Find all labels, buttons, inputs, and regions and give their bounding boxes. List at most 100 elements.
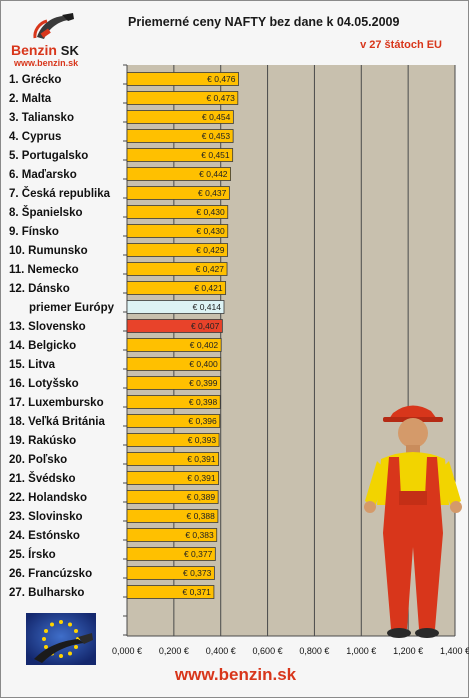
bar <box>126 357 222 371</box>
value-label: € 0,451 <box>201 150 230 160</box>
bar <box>126 471 220 485</box>
x-tick-label: 1,400 € <box>440 646 469 656</box>
bar <box>126 585 215 599</box>
value-label: € 0,473 <box>206 93 235 103</box>
category-label: 13. Slovensko <box>9 321 86 333</box>
bar <box>126 300 225 314</box>
bar <box>126 186 230 200</box>
bar <box>126 433 220 447</box>
value-label: € 0,454 <box>202 112 231 122</box>
value-label: € 0,430 <box>196 207 225 217</box>
value-label: € 0,427 <box>196 264 225 274</box>
value-label: € 0,414 <box>193 302 222 312</box>
category-label: 18. Veľká Británia <box>9 416 105 428</box>
category-label: 22. Holandsko <box>9 492 87 504</box>
category-label: 16. Lotyšsko <box>9 378 79 390</box>
value-label: € 0,391 <box>187 473 216 483</box>
bar <box>126 414 221 428</box>
category-label: 2. Malta <box>9 93 52 105</box>
bar <box>126 490 219 504</box>
category-label: 6. Maďarsko <box>9 169 77 181</box>
category-labels: 1. Grécko 2. Malta 3. Taliansko 4. Cyprus 5.… <box>9 74 115 599</box>
category-label: 26. Francúzsko <box>9 568 92 580</box>
value-label: € 0,388 <box>187 511 216 521</box>
logo-brand: Benzin SK <box>11 42 79 58</box>
value-labels: € 0,476 € 0,473 € 0,454 € 0,453 € 0,451 € 0,4… <box>183 74 236 597</box>
value-label: € 0,402 <box>190 340 219 350</box>
value-label: € 0,442 <box>199 169 228 179</box>
bar <box>126 452 220 466</box>
x-tick-label: 1,000 € <box>346 646 376 656</box>
x-tick-label: 1,200 € <box>393 646 423 656</box>
value-label: € 0,396 <box>188 416 217 426</box>
category-label: priemer Európy <box>29 302 115 314</box>
category-label: 19. Rakúsko <box>9 435 76 447</box>
bar <box>126 566 215 580</box>
bar <box>126 262 228 276</box>
value-label: € 0,389 <box>187 492 216 502</box>
bar <box>126 129 234 143</box>
category-label: 3. Taliansko <box>9 112 74 124</box>
x-tick-label: 0,000 € <box>112 646 142 656</box>
chart-subtitle: v 27 štátoch EU <box>360 39 442 51</box>
value-label: € 0,400 <box>189 359 218 369</box>
bar <box>126 91 239 105</box>
benzin-sk-logo[interactable]: Benzin SK www.benzin.sk <box>11 11 91 68</box>
fuel-nozzle-icon <box>33 13 74 39</box>
bar <box>126 338 222 352</box>
bar <box>126 376 221 390</box>
category-label: 20. Poľsko <box>9 454 67 466</box>
category-label: 4. Cyprus <box>9 131 61 143</box>
eu-flag-fuel-nozzle-image <box>26 613 96 665</box>
value-label: € 0,398 <box>189 397 218 407</box>
bar <box>126 281 227 295</box>
bar <box>126 528 218 542</box>
category-label: 8. Španielsko <box>9 206 83 219</box>
value-label: € 0,429 <box>196 245 225 255</box>
value-label: € 0,437 <box>198 188 227 198</box>
category-label: 12. Dánsko <box>9 283 70 295</box>
bar <box>126 148 234 162</box>
bars <box>126 72 239 599</box>
logo-url: www.benzin.sk <box>14 58 79 68</box>
value-label: € 0,430 <box>196 226 225 236</box>
category-label: 14. Belgicko <box>9 340 76 352</box>
bar <box>126 72 239 86</box>
value-label: € 0,373 <box>183 568 212 578</box>
category-label: 10. Rumunsko <box>9 245 88 257</box>
value-label: € 0,407 <box>191 321 220 331</box>
bar <box>126 224 229 238</box>
x-tick-label: 0,800 € <box>299 646 329 656</box>
bar <box>126 547 216 561</box>
bar <box>126 509 219 523</box>
value-label: € 0,377 <box>184 549 213 559</box>
gas-station-worker-image <box>364 405 462 638</box>
x-tick-label: 0,400 € <box>206 646 236 656</box>
x-tick-label: 0,600 € <box>253 646 283 656</box>
category-label: 17. Luxembursko <box>9 397 104 409</box>
category-label: 21. Švédsko <box>9 472 75 485</box>
bar <box>126 167 231 181</box>
value-label: € 0,383 <box>185 530 214 540</box>
bar <box>126 395 221 409</box>
x-tick-label: 0,200 € <box>159 646 189 656</box>
category-label: 11. Nemecko <box>9 264 79 276</box>
footer-url[interactable]: www.benzin.sk <box>174 665 297 684</box>
x-axis-ticks: 0,000 € 0,200 € 0,400 € 0,600 € 0,800 € 1,000… <box>112 646 469 656</box>
bar <box>126 205 229 219</box>
category-label: 9. Fínsko <box>9 226 59 238</box>
value-label: € 0,476 <box>207 74 236 84</box>
value-label: € 0,453 <box>202 131 231 141</box>
chart-title: Priemerné ceny NAFTY bez dane k 04.05.20… <box>128 15 400 29</box>
category-label: 24. Estónsko <box>9 530 80 542</box>
category-label: 5. Portugalsko <box>9 150 88 162</box>
bar <box>126 110 234 124</box>
category-label: 27. Bulharsko <box>9 587 84 599</box>
category-label: 15. Litva <box>9 359 56 371</box>
value-label: € 0,421 <box>194 283 223 293</box>
bar <box>126 319 223 333</box>
category-label: 1. Grécko <box>9 74 61 86</box>
value-label: € 0,371 <box>183 587 212 597</box>
category-label: 7. Česká republika <box>9 187 111 200</box>
